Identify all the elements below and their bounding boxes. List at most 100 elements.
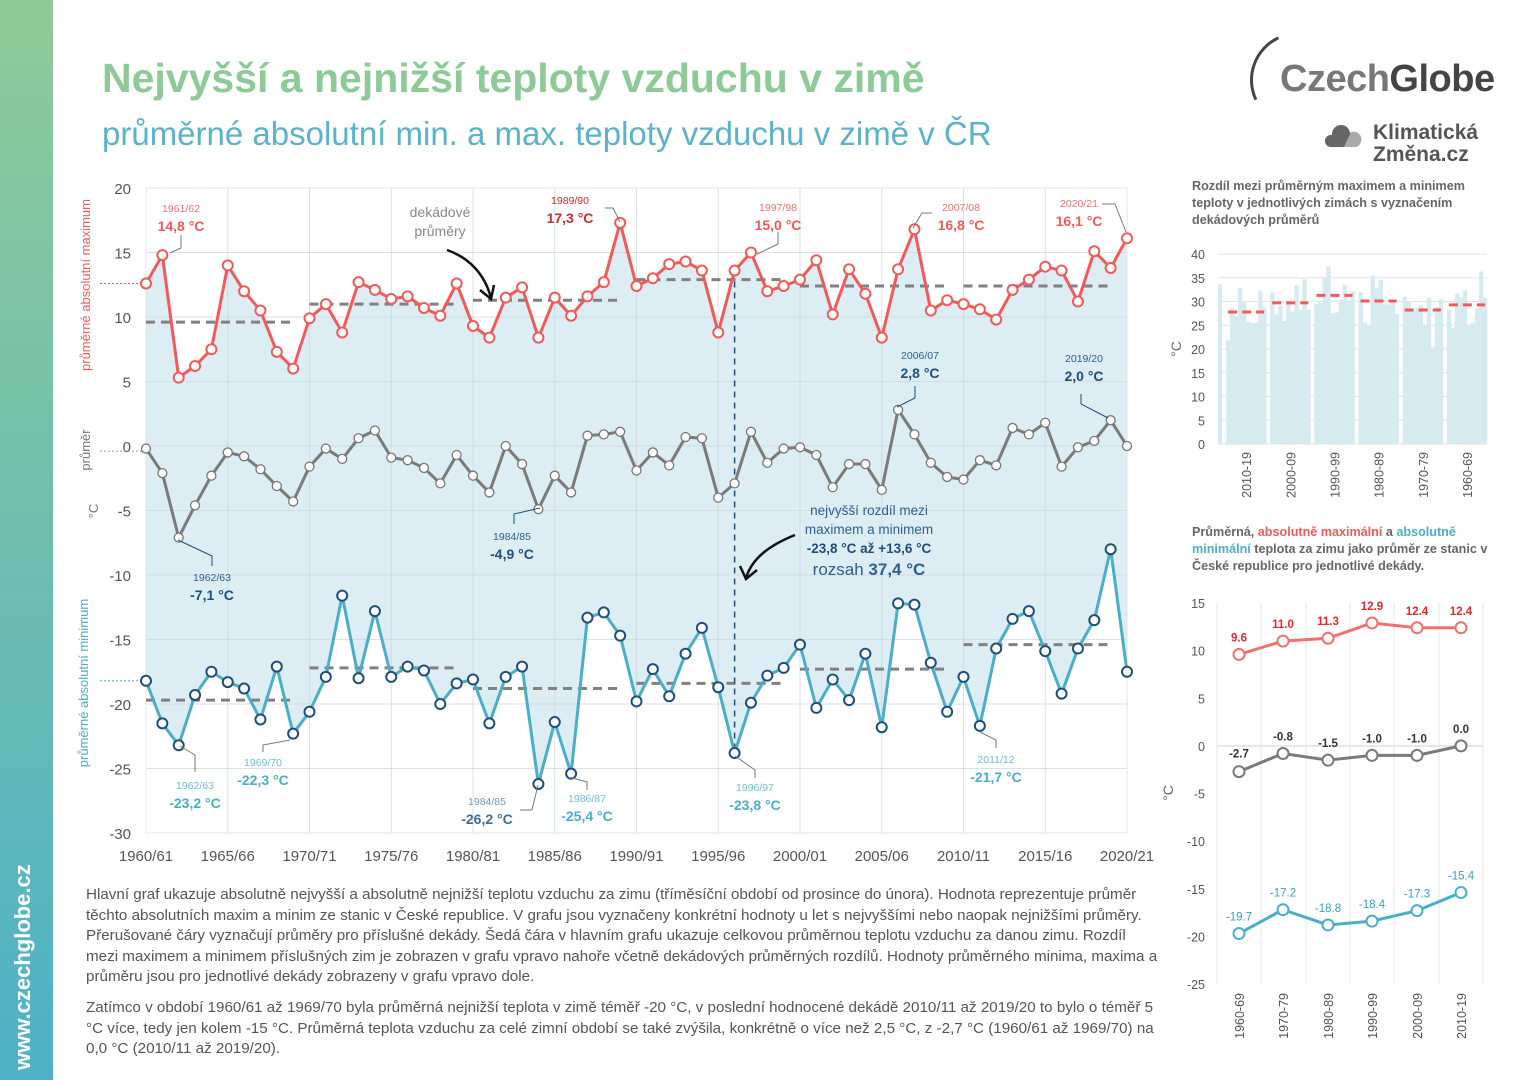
data-point-min [205, 665, 218, 678]
range-bar [1282, 320, 1287, 444]
data-point-max [957, 298, 970, 311]
data-point-max [892, 263, 905, 276]
plot-frame [145, 187, 1128, 834]
logo-czech: Czech [1280, 58, 1390, 100]
range-bar [1410, 310, 1416, 444]
annotation-leader [179, 745, 196, 772]
data-point-mean [647, 447, 658, 458]
data-point-max [744, 246, 757, 259]
data-point-min [581, 611, 594, 624]
data-point-max [450, 277, 463, 290]
x-tick-label: 2005/06 [855, 848, 909, 865]
decade-y-tick: -15 [1187, 883, 1205, 897]
data-point-max [875, 331, 888, 344]
range-bar [1406, 301, 1412, 444]
arrow-icon [738, 533, 796, 581]
x-tick-label: 2020/21 [1100, 848, 1154, 865]
annotation-year: 1962/63 [176, 780, 214, 792]
range-bar [1294, 285, 1299, 444]
range-bar [1474, 308, 1480, 444]
data-point-max [712, 326, 725, 339]
klimaticka-zmena-logo: Klimatická Změna.cz [1373, 122, 1478, 166]
data-point-min [385, 670, 398, 683]
data-point-mean [189, 500, 201, 511]
decade-y-tick: 0 [1198, 740, 1205, 754]
data-point-mean [1023, 429, 1035, 440]
annotation-year: 1986/87 [568, 793, 606, 805]
data-point-min [548, 716, 561, 729]
annotation-leader [979, 731, 997, 748]
data-point-max [794, 273, 806, 286]
range-bar [1270, 292, 1275, 444]
annotation-value: 2,8 °C [900, 365, 939, 381]
data-point-min [565, 767, 578, 780]
annotation-year: 2020/21 [1060, 198, 1098, 210]
data-point-min [417, 664, 430, 677]
data-point-min [892, 597, 905, 610]
data-point-max [205, 343, 218, 356]
range-bar [1378, 279, 1383, 444]
decade-value-label: -1.0 [1362, 733, 1382, 745]
data-point-mean [484, 487, 495, 498]
title-part: a [1382, 525, 1397, 539]
decade-point-max [1232, 647, 1246, 661]
decade-note: dekádové [410, 204, 471, 220]
decade-point-mean [1232, 765, 1246, 779]
data-point-max [467, 320, 479, 333]
data-point-max [287, 362, 300, 375]
x-tick-label: 2015/16 [1018, 848, 1072, 865]
bar-y-tick: 35 [1191, 272, 1205, 286]
data-point-min [908, 598, 921, 611]
data-point-max [1022, 273, 1035, 286]
decade-value-label: -2.7 [1229, 749, 1249, 761]
decade-point-mean [1276, 746, 1290, 760]
page-title: Nejvyšší a nejnižší teploty vzduchu v zi… [102, 55, 925, 101]
x-tick-label: 1975/76 [364, 848, 418, 865]
range-bar [1386, 304, 1391, 444]
data-point-mean [1089, 435, 1100, 446]
decade-x-label: 1960-69 [1233, 993, 1247, 1039]
x-tick-label: 1970/71 [282, 848, 336, 865]
data-point-min [826, 673, 839, 686]
decade-value-label: -19.7 [1226, 912, 1252, 924]
data-point-max [646, 272, 659, 285]
range-bar [1274, 314, 1279, 444]
data-point-min [221, 676, 234, 689]
data-point-max [417, 301, 430, 314]
data-point-max [140, 277, 152, 290]
y-tick-label: 5 [123, 375, 131, 392]
data-point-mean [353, 433, 364, 444]
data-point-mean [696, 433, 708, 444]
decade-y-tick: -25 [1187, 978, 1205, 992]
data-point-mean [271, 480, 282, 492]
data-point-mean [843, 458, 855, 470]
data-point-min [156, 717, 169, 730]
data-point-mean [1056, 461, 1067, 472]
data-point-min [1121, 665, 1133, 678]
bar-y-tick: 40 [1191, 248, 1205, 262]
data-point-mean [860, 458, 871, 470]
range-bar [1466, 325, 1472, 444]
data-point-mean [500, 440, 511, 452]
data-point-mean [942, 471, 953, 483]
data-point-max [319, 298, 332, 311]
data-point-min [516, 660, 529, 673]
data-point-min [1071, 642, 1084, 655]
range-bar [1470, 322, 1476, 444]
data-point-mean [516, 458, 528, 470]
data-point-max [843, 263, 856, 276]
data-point-min [614, 629, 627, 642]
data-point-mean [337, 453, 348, 465]
data-point-min [352, 672, 365, 685]
data-point-mean [974, 455, 985, 466]
data-point-mean [255, 464, 266, 475]
data-point-max [189, 360, 202, 373]
data-point-max [1039, 260, 1052, 273]
data-point-min [663, 690, 676, 703]
data-point-min [270, 660, 283, 673]
data-point-min [499, 670, 512, 683]
data-point-min [728, 747, 741, 760]
annotation-value: -21,7 °C [970, 769, 1022, 785]
data-point-max [434, 309, 447, 322]
data-point-max [973, 303, 986, 316]
